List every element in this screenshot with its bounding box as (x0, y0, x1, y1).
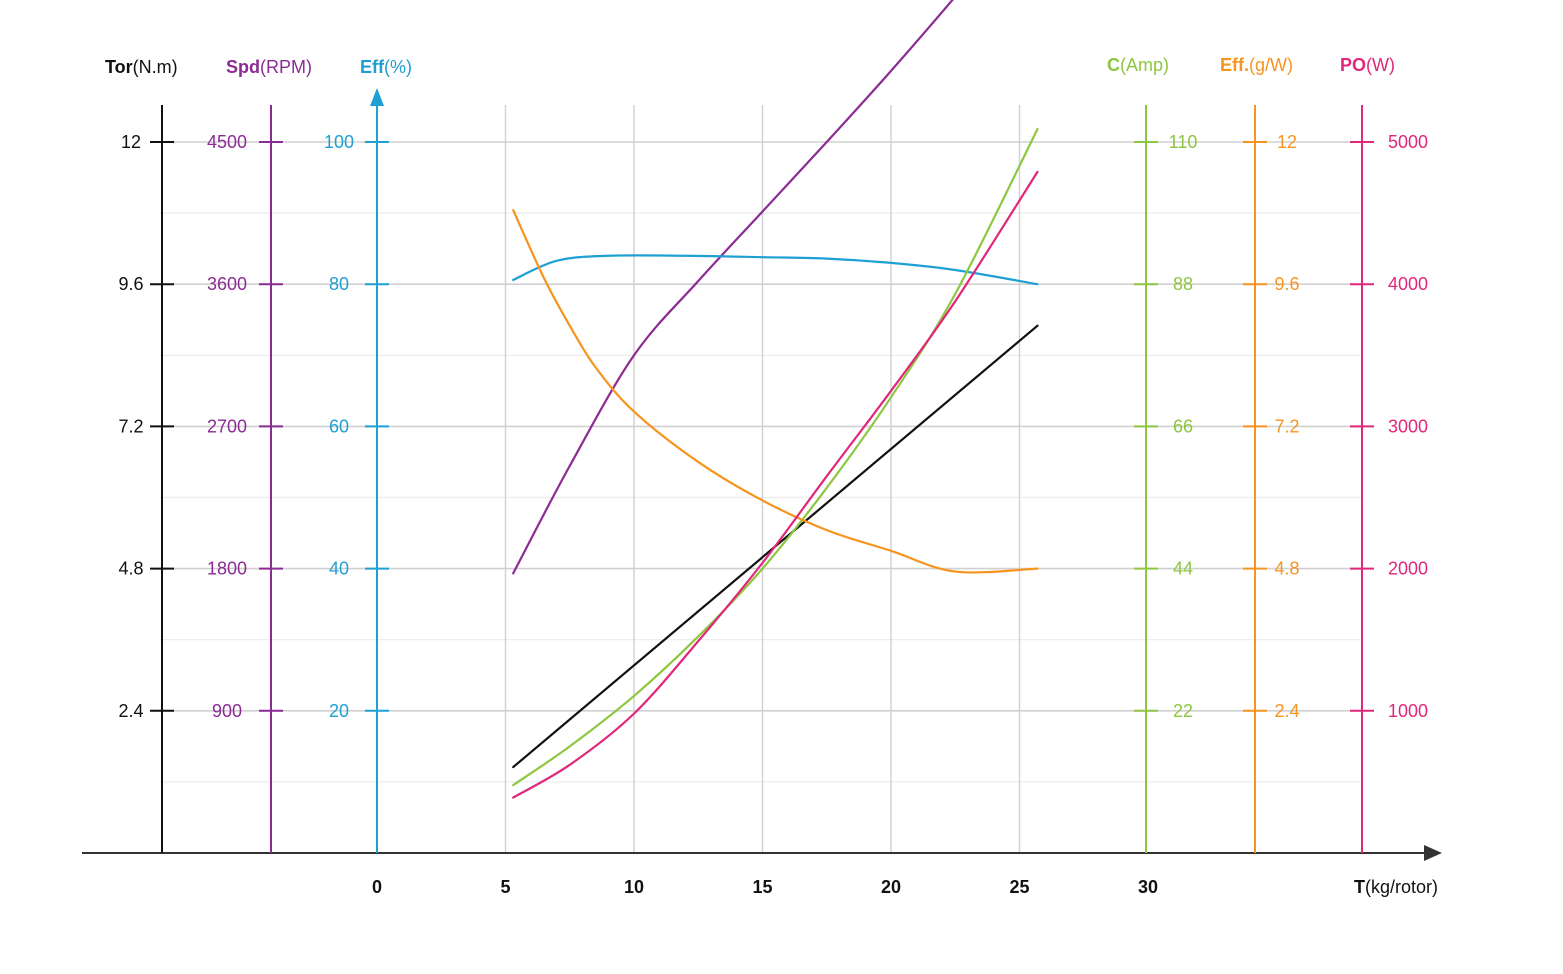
axis-pow-title: PO(W) (1340, 55, 1395, 75)
x-axis-title: T(kg/rotor) (1354, 877, 1438, 897)
axis-tor-tick-label: 4.8 (118, 559, 143, 579)
axis-eff-tick-label: 100 (324, 132, 354, 152)
x-tick-label: 15 (752, 877, 772, 897)
axis-spd-title: Spd(RPM) (226, 57, 312, 77)
axis-amp-title: C(Amp) (1107, 55, 1169, 75)
axis-tor-tick-label: 7.2 (118, 416, 143, 436)
axis-eff-tick-label: 60 (329, 416, 349, 436)
axis-eff-tick-label: 40 (329, 559, 349, 579)
axis-amp-tick-label: 66 (1173, 416, 1193, 436)
x-tick-label: 0 (372, 877, 382, 897)
axis-pow-tick-label: 1000 (1388, 701, 1428, 721)
series-eff-line (512, 254, 1039, 286)
axis-gw-tick-label: 2.4 (1274, 701, 1299, 721)
axis-spd-tick-label: 900 (212, 701, 242, 721)
axis-gw-tick-label: 12 (1277, 132, 1297, 152)
series-amp-line (512, 127, 1039, 787)
axis-gw-tick-label: 4.8 (1274, 559, 1299, 579)
series-gw-line (512, 209, 1039, 574)
axis-pow-tick-label: 2000 (1388, 559, 1428, 579)
chart-grid (160, 105, 1362, 853)
axis-tor-tick-label: 9.6 (118, 274, 143, 294)
chart-series (512, 0, 1039, 799)
axis-pow-tick-label: 3000 (1388, 416, 1428, 436)
x-tick-label: 30 (1138, 877, 1158, 897)
axis-gw-tick-label: 9.6 (1274, 274, 1299, 294)
series-spd-line (512, 0, 954, 575)
axis-amp-tick-label: 44 (1173, 559, 1193, 579)
axis-spd-tick-label: 4500 (207, 132, 247, 152)
y-axis-arrow-icon (370, 88, 384, 106)
x-tick-label: 25 (1009, 877, 1029, 897)
axis-tor-title: Tor(N.m) (105, 57, 178, 77)
series-pow-line (512, 170, 1039, 799)
axis-pow-tick-label: 4000 (1388, 274, 1428, 294)
axis-spd-tick-label: 2700 (207, 416, 247, 436)
axis-tor-tick-label: 12 (121, 132, 141, 152)
axis-pow-tick-label: 5000 (1388, 132, 1428, 152)
axis-spd-tick-label: 3600 (207, 274, 247, 294)
x-axis-arrow-icon (1424, 845, 1442, 861)
chart-axes (82, 88, 1442, 861)
x-tick-label: 5 (500, 877, 510, 897)
chart-labels: 0 5 10 15 20 25 30 T(kg/rotor) 2.4 4.8 7.2 9.6 12 Tor… (105, 55, 1438, 897)
axis-eff-tick-label: 20 (329, 701, 349, 721)
axis-spd-tick-label: 1800 (207, 559, 247, 579)
x-tick-label: 10 (624, 877, 644, 897)
axis-gw-tick-label: 7.2 (1274, 416, 1299, 436)
axis-amp-tick-label: 22 (1173, 701, 1193, 721)
axis-tor-tick-label: 2.4 (118, 701, 143, 721)
x-tick-label: 20 (881, 877, 901, 897)
axis-eff-tick-label: 80 (329, 274, 349, 294)
axis-gw-title: Eff.(g/W) (1220, 55, 1293, 75)
axis-amp-tick-label: 88 (1173, 274, 1193, 294)
axis-eff-title: Eff(%) (360, 57, 412, 77)
axis-amp-tick-label: 110 (1169, 132, 1198, 152)
